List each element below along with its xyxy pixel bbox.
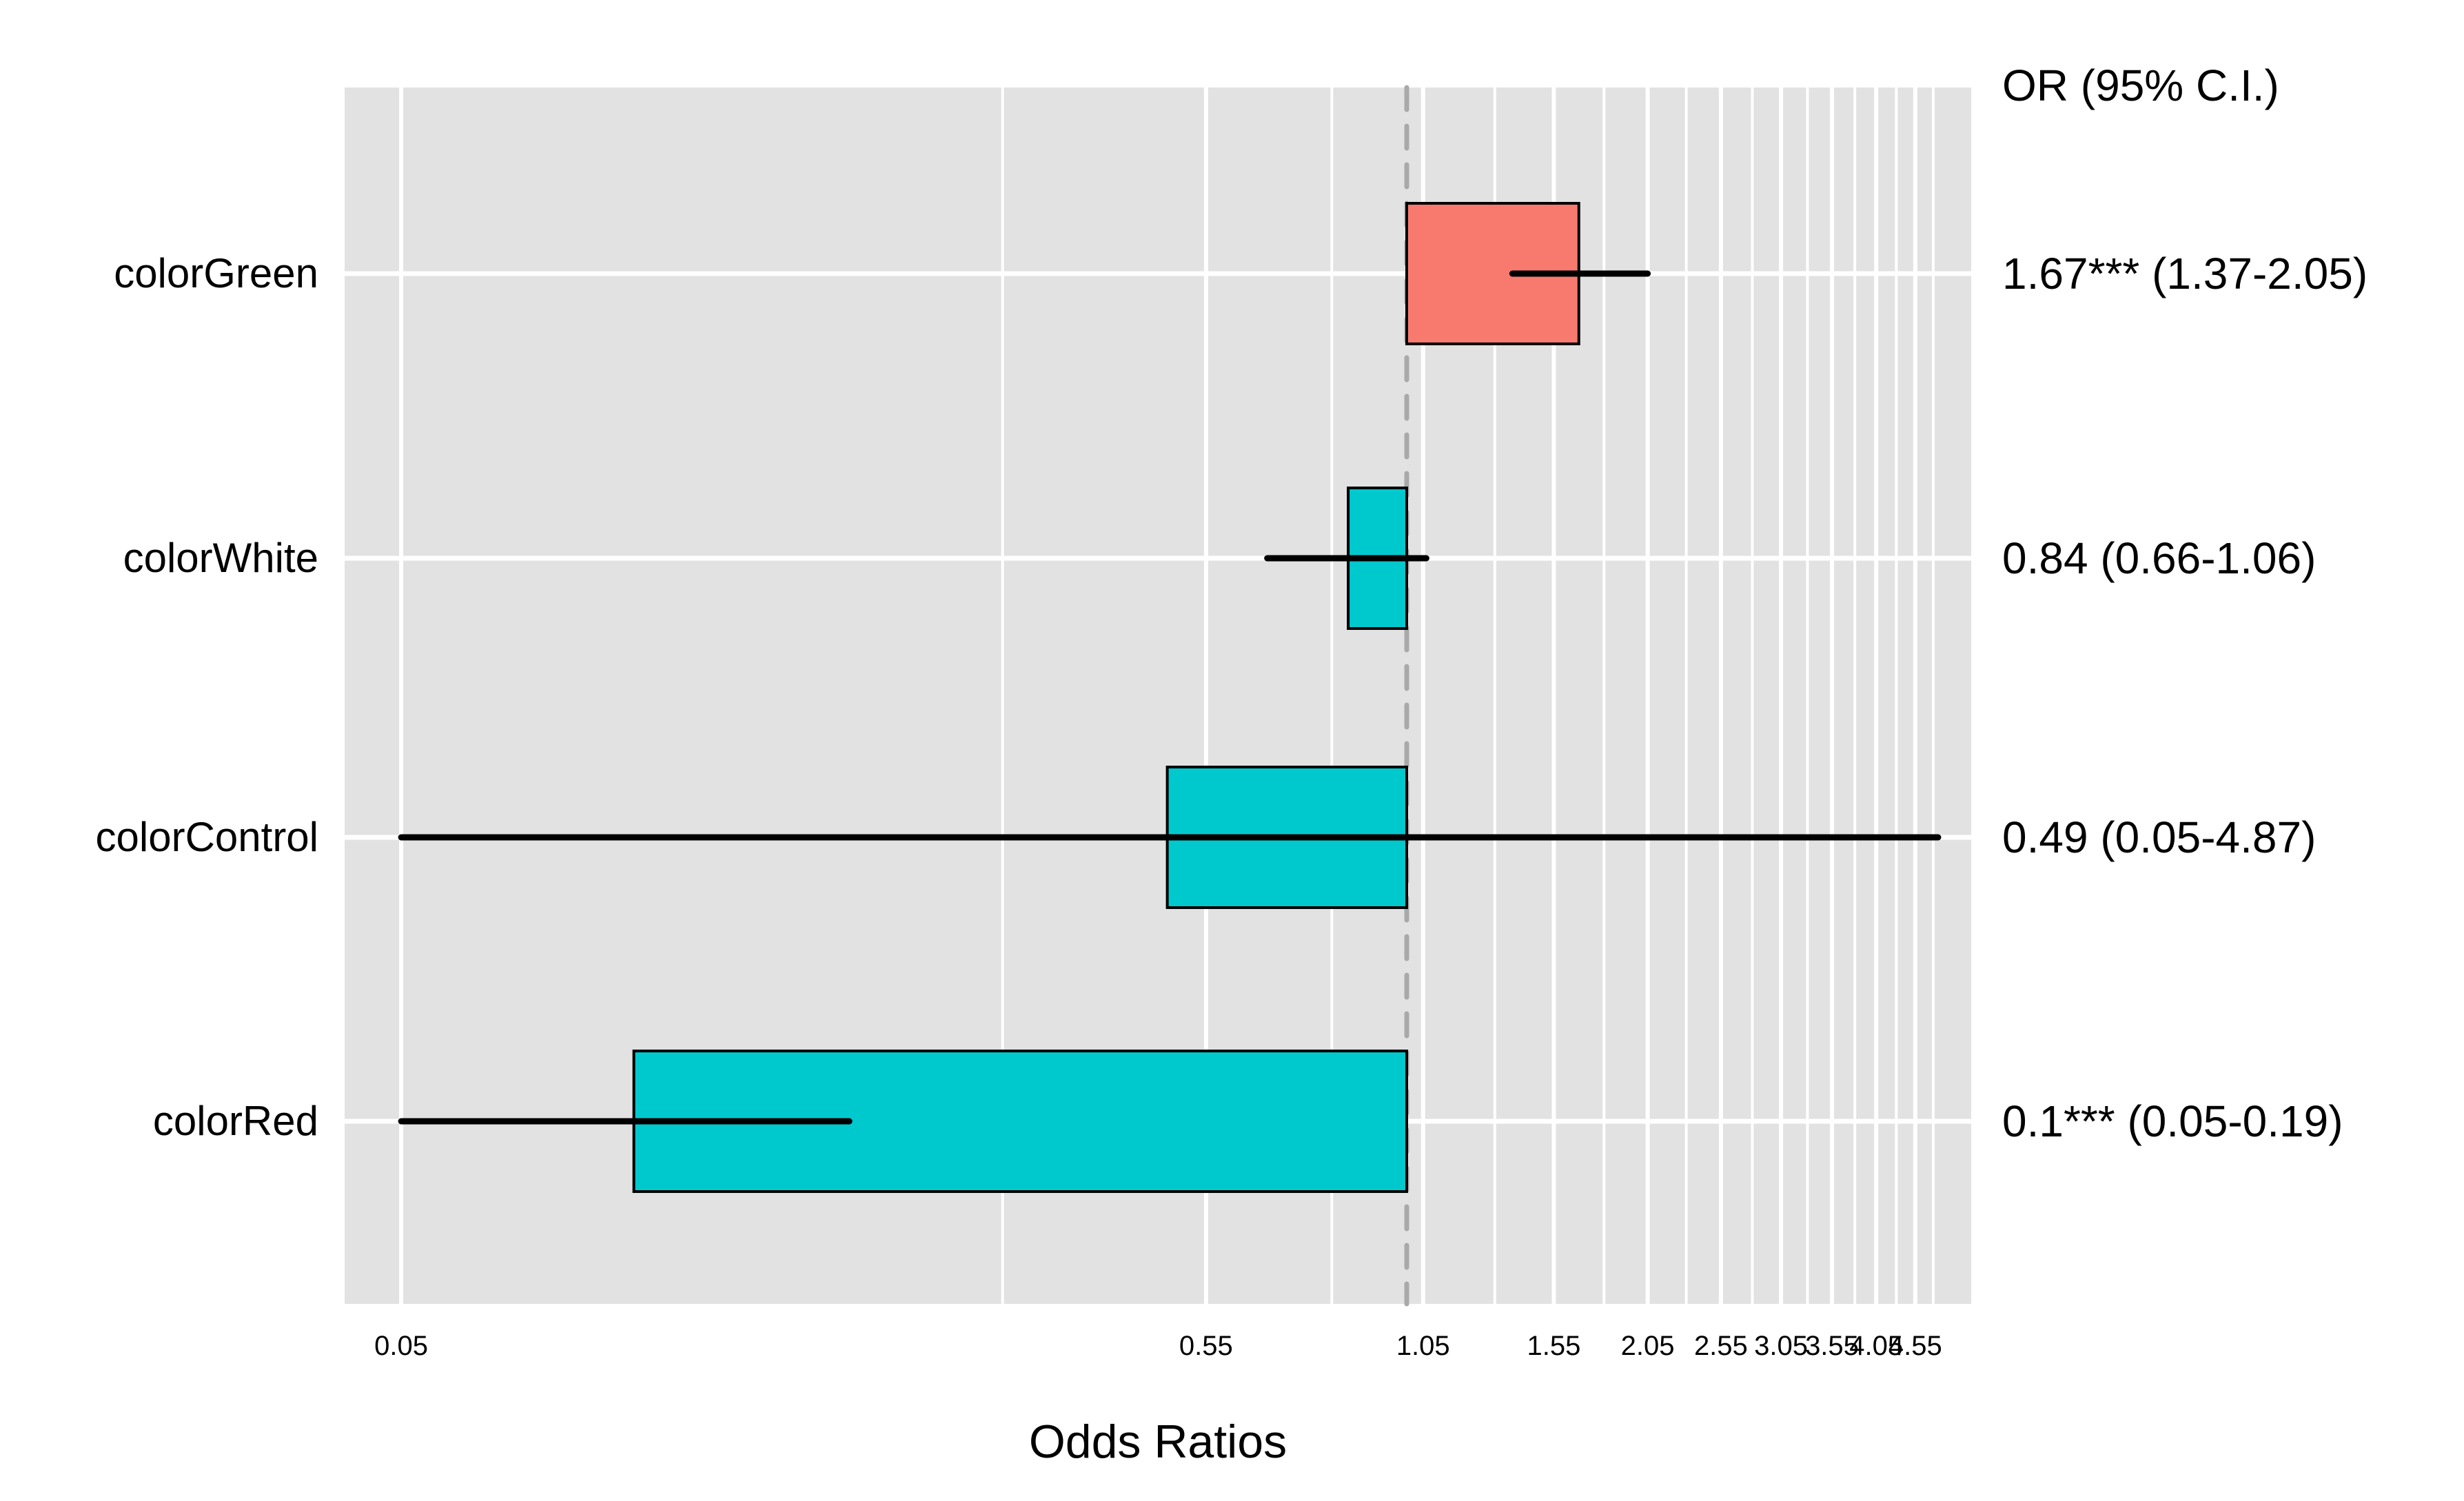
x-tick-1.05: 1.05 — [1396, 1331, 1450, 1361]
x-tick-3.05: 3.05 — [1754, 1331, 1808, 1361]
or-value-colorWhite: 0.84 (0.66-1.06) — [2002, 533, 2317, 583]
x-tick-4.05: 4.05 — [1849, 1331, 1904, 1361]
y-axis-label-colorControl: colorControl — [95, 814, 318, 860]
y-axis-label-colorGreen: colorGreen — [114, 250, 318, 296]
or-value-colorGreen: 1.67*** (1.37-2.05) — [2002, 249, 2368, 298]
y-axis-label-colorRed: colorRed — [152, 1098, 318, 1144]
x-tick-1.55: 1.55 — [1527, 1331, 1581, 1361]
x-tick-4.55: 4.55 — [1888, 1331, 1942, 1361]
or-value-colorRed: 0.1*** (0.05-0.19) — [2002, 1096, 2343, 1146]
x-tick-2.55: 2.55 — [1693, 1331, 1748, 1361]
x-tick-2.05: 2.05 — [1620, 1331, 1675, 1361]
x-axis-title: Odds Ratios — [1028, 1416, 1287, 1468]
x-tick-3.55: 3.55 — [1805, 1331, 1859, 1361]
x-tick-0.55: 0.55 — [1179, 1331, 1233, 1361]
y-axis-label-colorWhite: colorWhite — [123, 535, 318, 581]
or-value-colorControl: 0.49 (0.05-4.87) — [2002, 813, 2317, 862]
x-tick-0.05: 0.05 — [374, 1331, 428, 1361]
or-column-header: OR (95% C.I.) — [2002, 61, 2279, 110]
